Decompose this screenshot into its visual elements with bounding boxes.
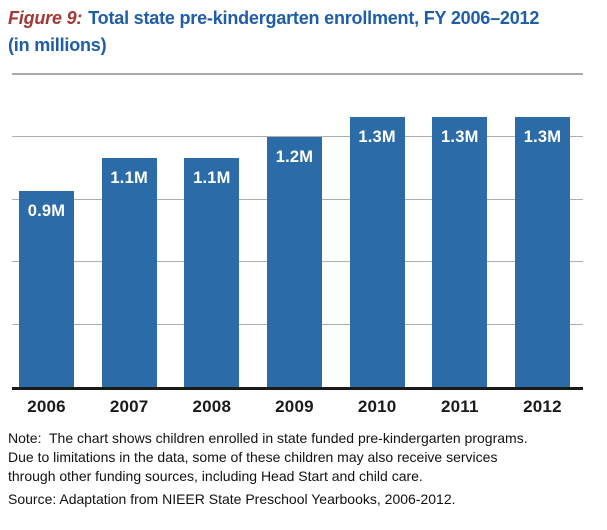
chart-title-line1: Figure 9: Total state pre-kindergarten en…	[8, 5, 602, 32]
bar-value-label-2012: 1.3M	[523, 127, 562, 146]
chart-title: Figure 9: Total state pre-kindergarten en…	[8, 5, 602, 59]
plot-area: 0.9M 1.1M 1.1M 1.2M 1.3M 1.3M 1.3M	[12, 73, 583, 390]
bar-value-label-2008: 1.1M	[193, 169, 231, 188]
bar-2009: 1.2M	[266, 137, 322, 387]
bar-2006: 0.9M	[19, 191, 74, 387]
bar-2010: 1.3M	[349, 116, 405, 387]
x-tick-2010: 2010	[357, 397, 397, 416]
bar-2007: 1.1M	[101, 158, 157, 387]
x-tick-2009: 2009	[275, 397, 314, 416]
bar-2012: 1.3M	[514, 116, 570, 387]
note-line-2: Due to limitations in the data, some of …	[8, 449, 498, 465]
bar-value-label-2006: 0.9M	[27, 202, 66, 221]
note-line-3: through other funding sources, including…	[8, 468, 423, 484]
x-tick-2007: 2007	[109, 397, 149, 416]
x-tick-2012: 2012	[523, 397, 562, 416]
bar-2011: 1.3M	[432, 116, 488, 387]
chart-title-text: Total state pre-kindergarten enrollment,…	[88, 8, 540, 28]
bar-value-label-2009: 1.2M	[275, 148, 314, 167]
note-line-1: Note: The chart shows children enrolled …	[8, 430, 528, 446]
source-line: Source: Adaptation from NIEER State Pres…	[8, 491, 456, 507]
bar-value-label-2011: 1.3M	[441, 127, 479, 146]
figure-number-label: Figure 9:	[8, 8, 83, 28]
x-tick-2011: 2011	[440, 397, 479, 416]
x-tick-2006: 2006	[27, 397, 66, 416]
x-tick-2008: 2008	[192, 397, 232, 416]
bars-row: 0.9M 1.1M 1.1M 1.2M 1.3M 1.3M 1.3M	[12, 75, 583, 387]
bar-value-label-2007: 1.1M	[110, 169, 148, 188]
gridline-1-2	[12, 136, 583, 138]
chart-title-line2: (in millions)	[8, 35, 107, 55]
notes-block: Note: The chart shows children enrolled …	[8, 429, 600, 509]
x-axis-labels: 2006 2007 2008 2009 2010 2011 2012	[12, 397, 583, 417]
bar-2008: 1.1M	[184, 158, 240, 387]
bar-value-label-2010: 1.3M	[358, 127, 396, 146]
